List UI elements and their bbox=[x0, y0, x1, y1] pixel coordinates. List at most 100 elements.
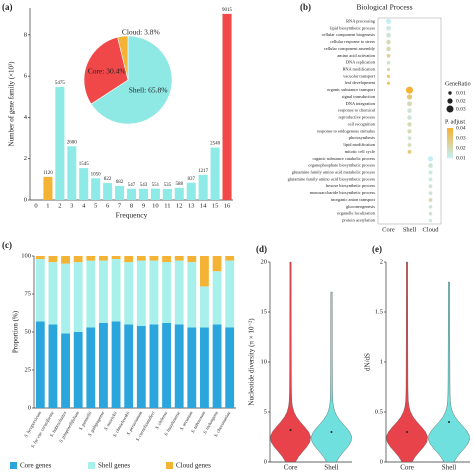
pie-slice bbox=[117, 35, 129, 81]
color-bar bbox=[447, 129, 453, 132]
bar-segment bbox=[187, 262, 197, 328]
y-tick-label: 20 bbox=[261, 258, 268, 265]
dot bbox=[428, 191, 433, 195]
color-bar bbox=[447, 131, 453, 133]
term-label: glutamine family amino acid metabolic pr… bbox=[292, 170, 376, 175]
x-tick-label: 16 bbox=[224, 202, 231, 209]
bar-segment bbox=[225, 260, 235, 328]
pie-slice bbox=[90, 35, 173, 125]
x-tick-label: Core bbox=[284, 464, 298, 472]
bar-segment bbox=[149, 324, 159, 408]
bar-segment bbox=[48, 256, 58, 263]
dot bbox=[385, 18, 392, 25]
x-tick-label: 8 bbox=[130, 202, 133, 209]
bar bbox=[67, 146, 77, 200]
bar-segment bbox=[174, 324, 184, 408]
color-bar bbox=[447, 137, 453, 139]
y-tick-label: 10 bbox=[261, 358, 268, 365]
y-tick-label: 2 bbox=[380, 258, 383, 265]
panel-label: (b) bbox=[300, 2, 311, 12]
term-label: DNA integration bbox=[346, 101, 376, 106]
bar-segment bbox=[48, 262, 58, 325]
bar-segment bbox=[124, 262, 134, 325]
bar-segment bbox=[61, 263, 70, 334]
legend-label: 0.02 bbox=[456, 98, 466, 104]
y-tick-label: 100 bbox=[21, 252, 31, 259]
color-bar bbox=[447, 152, 453, 154]
dot bbox=[407, 108, 412, 113]
x-tick-label: 10 bbox=[152, 202, 159, 209]
color-bar bbox=[447, 141, 453, 144]
legend-swatch bbox=[10, 462, 17, 469]
dot bbox=[386, 32, 391, 38]
x-tick-label: 5 bbox=[94, 202, 97, 209]
violin bbox=[428, 281, 470, 463]
bar bbox=[91, 178, 101, 200]
dot bbox=[386, 67, 391, 72]
bar-segment bbox=[212, 324, 222, 408]
bar bbox=[174, 187, 184, 200]
bar-segment bbox=[61, 256, 70, 264]
x-tick-label: 7 bbox=[118, 202, 122, 209]
legend-dot bbox=[446, 105, 454, 113]
x-tick-label: 1 bbox=[46, 202, 49, 209]
chart-title: Biological Process bbox=[356, 3, 412, 12]
color-bar bbox=[447, 149, 453, 151]
color-bar bbox=[447, 146, 453, 148]
bar-segment bbox=[200, 286, 209, 328]
bar-segment bbox=[162, 322, 171, 408]
bar-segment bbox=[136, 325, 146, 408]
violin bbox=[386, 261, 428, 463]
dot bbox=[428, 218, 433, 223]
dot bbox=[407, 122, 412, 127]
term-label: cellular response to stress bbox=[330, 39, 375, 44]
x-tick-label: 3 bbox=[70, 202, 73, 209]
mean-dot bbox=[448, 421, 450, 423]
x-tick-label: 0 bbox=[34, 202, 37, 209]
bar bbox=[186, 182, 196, 200]
legend-title: GeneRatio bbox=[445, 81, 471, 87]
dot bbox=[428, 163, 433, 168]
y-tick-label: 8 bbox=[24, 31, 27, 38]
legend-swatch bbox=[166, 462, 173, 469]
color-bar bbox=[447, 135, 453, 138]
bar-segment bbox=[99, 322, 108, 408]
bar-segment bbox=[149, 260, 159, 325]
bar-segment bbox=[111, 259, 121, 322]
value-label: 682 bbox=[116, 180, 124, 185]
dot bbox=[428, 184, 433, 189]
value-label: 547 bbox=[128, 183, 136, 188]
x-tick-label: 6 bbox=[106, 202, 110, 209]
bar-segment bbox=[61, 333, 70, 408]
bar-segment bbox=[124, 256, 134, 263]
dot bbox=[407, 150, 412, 154]
term-label: RNA processing bbox=[346, 18, 376, 23]
dot bbox=[386, 74, 391, 78]
bar-segment bbox=[200, 256, 209, 287]
color-bar bbox=[447, 156, 453, 159]
term-label: DNA replication bbox=[346, 60, 376, 65]
bar-segment bbox=[136, 256, 146, 261]
x-tick-label: 14 bbox=[200, 202, 207, 209]
color-bar bbox=[447, 147, 453, 150]
bar-segment bbox=[136, 260, 146, 326]
legend-swatch bbox=[88, 462, 95, 469]
color-bar bbox=[447, 132, 453, 135]
legend-dot bbox=[448, 91, 452, 95]
bar-segment bbox=[86, 260, 96, 328]
y-tick-label: 0.5 bbox=[375, 408, 383, 415]
y-axis-label: dN/dS bbox=[364, 353, 372, 371]
bar-segment bbox=[174, 260, 184, 325]
value-label: 588 bbox=[176, 182, 184, 187]
value-label: 5475 bbox=[55, 81, 66, 86]
x-tick-label: Shell bbox=[442, 464, 456, 472]
y-tick-label: 4 bbox=[24, 114, 28, 121]
y-tick-label: 2 bbox=[24, 155, 27, 162]
bar bbox=[198, 174, 208, 200]
x-tick-label: 4 bbox=[82, 202, 86, 209]
bar-segment bbox=[212, 271, 222, 325]
bar bbox=[150, 188, 160, 200]
bar bbox=[138, 188, 148, 200]
x-tick-label: Core bbox=[400, 464, 414, 472]
